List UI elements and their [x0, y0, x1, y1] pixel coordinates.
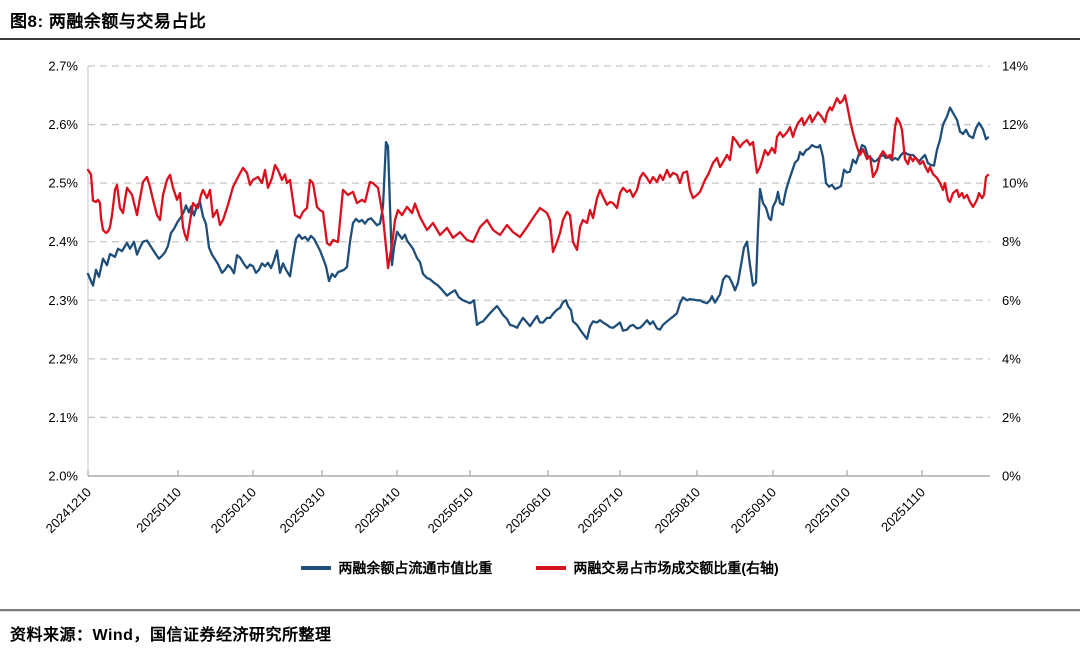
legend-item-trading: 两融交易占市场成交额比重(右轴) [536, 558, 779, 578]
y-right-tick-label: 10% [1002, 176, 1028, 191]
y-right-tick-label: 6% [1002, 293, 1021, 308]
y-right-tick-label: 4% [1002, 351, 1021, 366]
y-left-tick-label: 2.1% [48, 410, 78, 425]
y-left-tick-label: 2.2% [48, 351, 78, 366]
legend-line-red-icon [536, 566, 567, 570]
legend-label-balance: 两融余额占流通市值比重 [338, 560, 493, 576]
y-right-tick-label: 14% [1002, 59, 1028, 74]
x-tick-label: 20250810 [652, 485, 704, 537]
x-tick-label: 20250710 [575, 485, 627, 537]
footer-divider [0, 609, 1080, 612]
x-tick-label: 20241210 [43, 485, 95, 537]
x-tick-label: 20251110 [878, 485, 928, 535]
x-tick-label: 20250910 [728, 485, 780, 537]
x-tick-label: 20251010 [802, 485, 854, 537]
y-left-tick-label: 2.0% [48, 469, 78, 484]
y-left-tick-label: 2.3% [48, 293, 78, 308]
x-tick-label: 20250210 [208, 485, 260, 537]
y-left-tick-label: 2.7% [48, 59, 78, 74]
x-tick-label: 20250110 [133, 485, 184, 536]
y-left-tick-label: 2.4% [48, 234, 78, 249]
x-tick-label: 20250510 [425, 485, 477, 537]
page-title: 图8: 两融余额与交易占比 [10, 12, 207, 31]
legend-line-blue-icon [301, 566, 332, 570]
y-left-tick-label: 2.5% [48, 176, 78, 191]
source-note: 资料来源：Wind，国信证券经济研究所整理 [10, 627, 332, 644]
y-left-tick-label: 2.6% [48, 117, 78, 132]
y-right-tick-label: 8% [1002, 234, 1021, 249]
x-tick-label: 20250310 [277, 485, 329, 537]
y-right-tick-label: 2% [1002, 410, 1021, 425]
legend-item-balance: 两融余额占流通市值比重 [301, 558, 492, 578]
title-divider [0, 38, 1080, 40]
series-line-balance [86, 106, 990, 341]
x-tick-label: 20250610 [503, 485, 555, 537]
legend-label-trading: 两融交易占市场成交额比重(右轴) [573, 560, 779, 576]
series-line-trading [86, 94, 990, 270]
x-tick-label: 20250410 [352, 485, 404, 537]
chart-legend: 两融余额占流通市值比重 两融交易占市场成交额比重(右轴) [0, 557, 1080, 579]
y-right-tick-label: 0% [1002, 469, 1021, 484]
y-right-tick-label: 12% [1002, 117, 1028, 132]
